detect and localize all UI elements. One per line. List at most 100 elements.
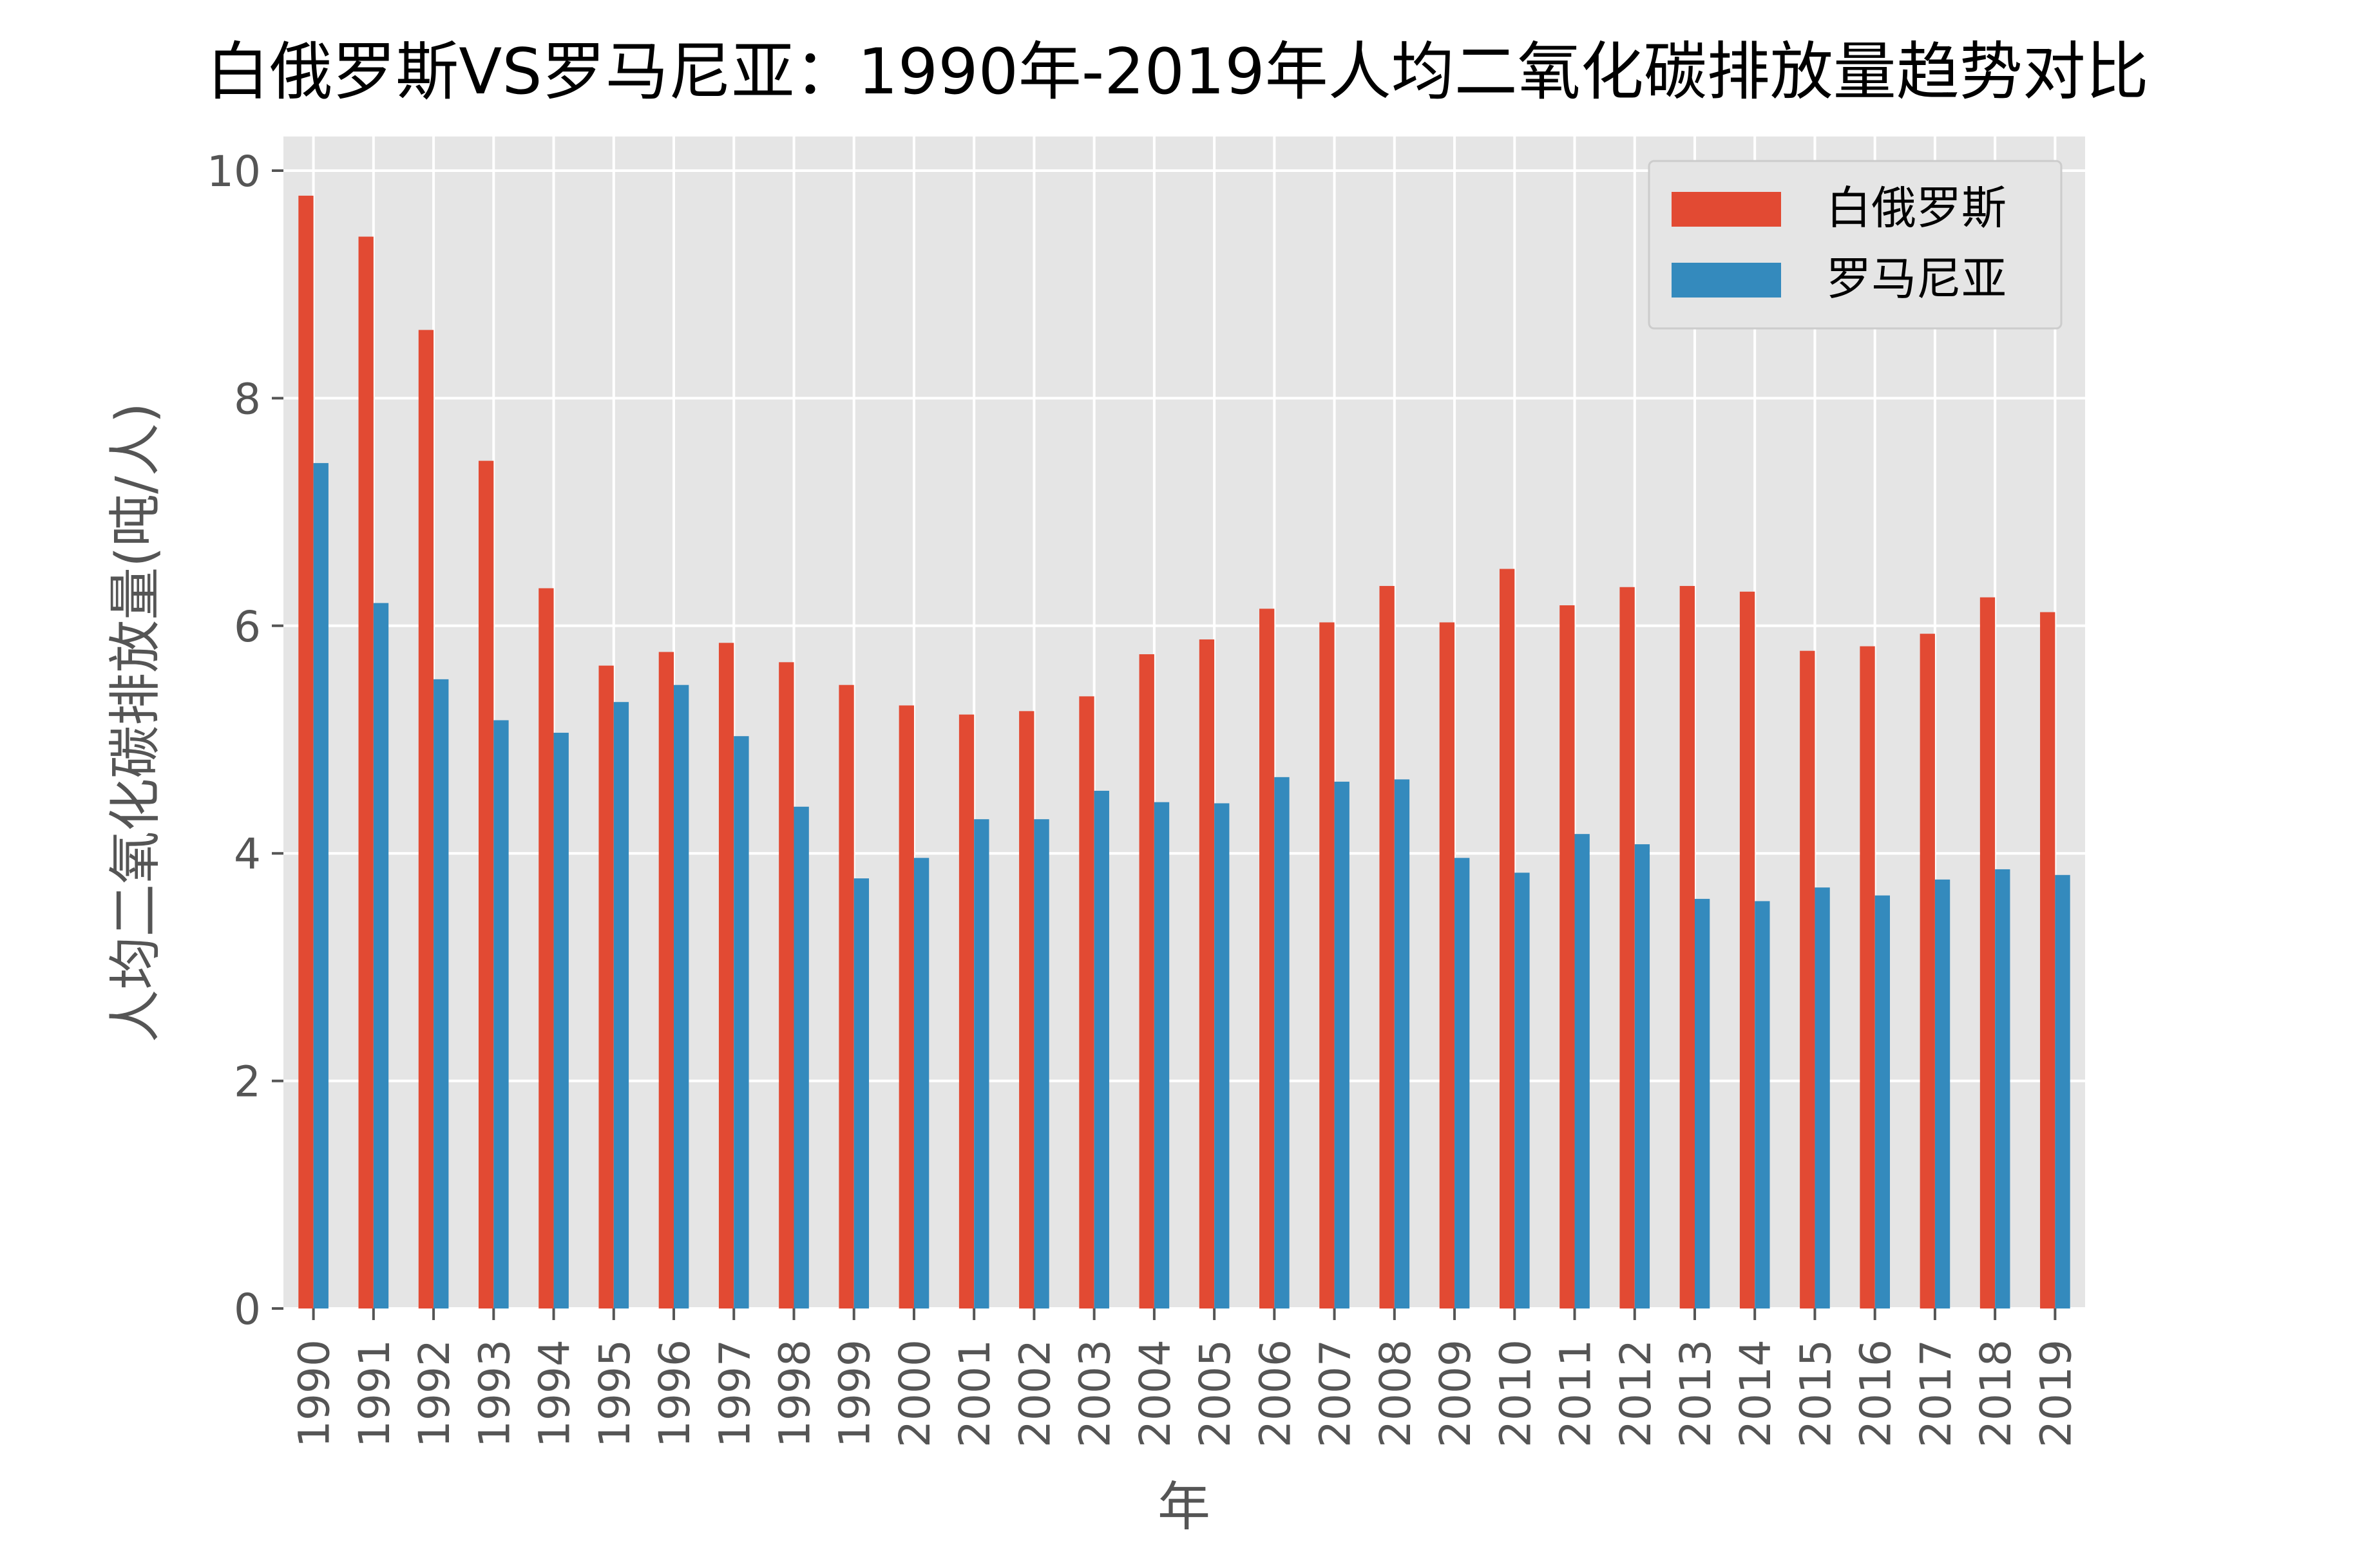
x-tick-label: 2006 — [1250, 1339, 1300, 1448]
x-tick-label: 1997 — [710, 1339, 759, 1448]
x-tick-label: 2000 — [890, 1339, 940, 1448]
x-tick-label: 2003 — [1071, 1339, 1120, 1448]
x-tick-label: 2019 — [2031, 1339, 2081, 1448]
y-tick-label: 4 — [234, 829, 261, 879]
bar-romania-2007 — [1334, 781, 1349, 1308]
bar-romania-2011 — [1574, 834, 1590, 1308]
bar-romania-1993 — [493, 720, 509, 1308]
bar-romania-2015 — [1815, 887, 1830, 1308]
x-tick-label: 2007 — [1311, 1339, 1360, 1448]
bar-romania-1992 — [434, 679, 449, 1308]
bar-belarus-1998 — [779, 662, 794, 1308]
bar-belarus-2016 — [1860, 646, 1875, 1309]
bars — [298, 195, 2070, 1309]
legend: 白俄罗斯 罗马尼亚 — [1648, 160, 2063, 330]
x-tick-label: 2017 — [1911, 1339, 1961, 1448]
bar-belarus-2003 — [1079, 696, 1094, 1308]
bar-belarus-1999 — [839, 685, 854, 1308]
y-tick-label: 8 — [234, 374, 261, 424]
bar-belarus-2017 — [1920, 634, 1935, 1308]
chart-title: 白俄罗斯VS罗马尼亚：1990年-2019年人均二氧化碳排放量趋势对比 — [206, 35, 2148, 109]
bar-belarus-1991 — [358, 236, 374, 1309]
bar-belarus-2010 — [1499, 569, 1515, 1308]
bar-belarus-2004 — [1139, 654, 1154, 1308]
y-tick-label: 10 — [207, 147, 261, 196]
x-axis: 1990 1991 1992 1993 1994 1995 1996 1997 1998 1999… — [290, 1308, 2081, 1448]
y-tick-label: 0 — [234, 1285, 261, 1334]
x-tick-label: 2010 — [1491, 1339, 1540, 1448]
plot-background — [283, 137, 2085, 1308]
bar-belarus-2015 — [1800, 650, 1815, 1308]
bar-belarus-1997 — [718, 643, 734, 1308]
bar-romania-2019 — [2055, 874, 2070, 1308]
bar-romania-1991 — [373, 603, 389, 1308]
bar-belarus-2012 — [1619, 587, 1635, 1308]
x-tick-label: 2011 — [1551, 1339, 1601, 1448]
bar-romania-2018 — [1995, 869, 2010, 1308]
bar-romania-1990 — [313, 463, 329, 1308]
legend-swatch-romania — [1672, 263, 1781, 298]
bar-romania-2012 — [1634, 844, 1650, 1308]
bar-belarus-2006 — [1259, 609, 1275, 1308]
legend-swatch-belarus — [1672, 192, 1781, 227]
y-axis: 0 2 4 6 8 10 — [207, 147, 283, 1334]
bar-belarus-2011 — [1559, 605, 1575, 1308]
bar-romania-2013 — [1694, 898, 1710, 1308]
x-tick-label: 2013 — [1671, 1339, 1721, 1448]
x-tick-label: 2002 — [1010, 1339, 1060, 1448]
x-tick-label: 2014 — [1731, 1339, 1780, 1448]
x-tick-label: 2015 — [1791, 1339, 1840, 1448]
bar-belarus-2018 — [1979, 597, 1996, 1308]
x-tick-label: 2005 — [1190, 1339, 1240, 1448]
bar-belarus-1990 — [298, 195, 314, 1308]
bar-belarus-2001 — [958, 714, 975, 1308]
x-tick-label: 2008 — [1371, 1339, 1420, 1448]
x-tick-label: 2012 — [1611, 1339, 1661, 1448]
bar-romania-2006 — [1274, 777, 1290, 1308]
bar-romania-1999 — [853, 878, 870, 1308]
x-tick-label: 1999 — [830, 1339, 880, 1448]
x-tick-label: 2001 — [950, 1339, 1000, 1448]
x-tick-label: 1998 — [770, 1339, 819, 1448]
bar-belarus-1994 — [539, 588, 554, 1308]
x-tick-label: 2016 — [1851, 1339, 1901, 1448]
bar-belarus-2019 — [2040, 612, 2055, 1308]
x-tick-label: 1994 — [530, 1339, 580, 1448]
bar-romania-2004 — [1154, 802, 1170, 1308]
bar-romania-2002 — [1034, 819, 1049, 1308]
bar-romania-2001 — [974, 819, 989, 1308]
bar-romania-2017 — [1934, 879, 1950, 1308]
legend-label-romania: 罗马尼亚 — [1826, 252, 2007, 305]
y-tick-label: 2 — [234, 1057, 261, 1107]
bar-belarus-1995 — [598, 665, 614, 1308]
bar-belarus-1992 — [418, 330, 434, 1308]
bar-romania-2000 — [913, 858, 930, 1308]
x-tick-label: 1995 — [590, 1339, 640, 1448]
x-tick-label: 1990 — [290, 1339, 339, 1448]
bar-belarus-2000 — [899, 705, 914, 1308]
x-tick-label: 2004 — [1130, 1339, 1180, 1448]
bar-romania-1997 — [734, 736, 749, 1308]
bar-romania-2010 — [1514, 873, 1530, 1308]
bar-belarus-2005 — [1199, 639, 1215, 1308]
bar-belarus-2014 — [1739, 591, 1755, 1308]
x-tick-label: 1993 — [470, 1339, 519, 1448]
x-tick-label: 1991 — [350, 1339, 399, 1448]
x-axis-label: 年 — [1158, 1477, 1210, 1538]
x-tick-label: 2018 — [1971, 1339, 2021, 1448]
bar-romania-2008 — [1394, 779, 1410, 1308]
bar-romania-2016 — [1874, 895, 1890, 1308]
x-tick-label: 1992 — [410, 1339, 459, 1448]
bar-romania-1994 — [553, 732, 569, 1308]
y-tick-label: 6 — [234, 602, 261, 652]
bar-belarus-2007 — [1319, 622, 1335, 1308]
y-axis-label: 人均二氧化碳排放量(吨/人) — [105, 402, 166, 1043]
bar-romania-2009 — [1454, 858, 1470, 1308]
legend-label-belarus: 白俄罗斯 — [1826, 182, 2007, 234]
bar-romania-1998 — [794, 806, 809, 1308]
bar-romania-2003 — [1094, 791, 1109, 1308]
bar-belarus-2013 — [1679, 585, 1695, 1308]
bar-belarus-1993 — [479, 460, 494, 1308]
